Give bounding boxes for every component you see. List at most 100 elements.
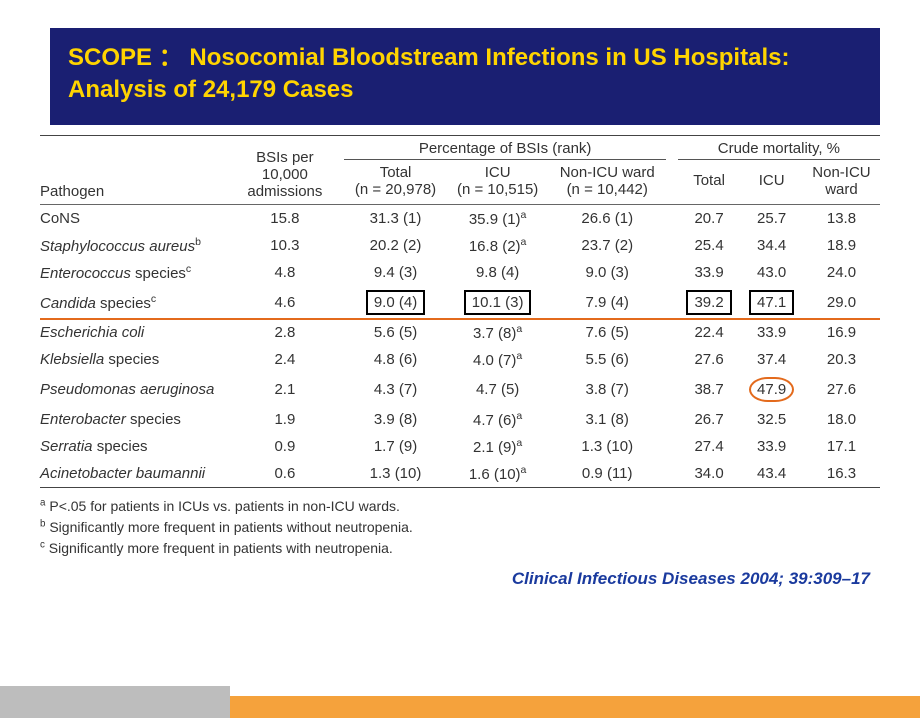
- cell: 26.6 (1): [549, 204, 666, 232]
- cell: 25.4: [678, 232, 741, 259]
- cell: 13.8: [803, 204, 880, 232]
- cell: 4.7 (5): [447, 373, 549, 406]
- cell: [332, 259, 344, 286]
- bar-orange: [230, 696, 920, 718]
- footnotes: a P<.05 for patients in ICUs vs. patient…: [40, 496, 880, 559]
- cell: 1.3 (10): [344, 460, 446, 488]
- cell: 5.5 (6): [549, 346, 666, 373]
- cell: 4.8 (6): [344, 346, 446, 373]
- cell: 23.7 (2): [549, 232, 666, 259]
- cell: 25.7: [740, 204, 803, 232]
- citation: Clinical Infectious Diseases 2004; 39:30…: [0, 569, 870, 589]
- cell: [332, 319, 344, 346]
- footnote-b: b Significantly more frequent in patient…: [40, 517, 880, 538]
- cell: 16.3: [803, 460, 880, 488]
- cell: 35.9 (1)a: [447, 204, 549, 232]
- cell: 26.7: [678, 406, 741, 433]
- cell: 33.9: [678, 259, 741, 286]
- cell: 1.9: [237, 406, 332, 433]
- table-row: Enterobacter species1.93.9 (8)4.7 (6)a3.…: [40, 406, 880, 433]
- col-bsis: BSIs per10,000admissions: [237, 135, 332, 204]
- cell: 1.6 (10)a: [447, 460, 549, 488]
- title-bar: SCOPE ： Nosocomial Bloodstream Infection…: [50, 28, 880, 125]
- footnote-a: a P<.05 for patients in ICUs vs. patient…: [40, 496, 880, 517]
- cell: 47.9: [740, 373, 803, 406]
- cell: 27.6: [803, 373, 880, 406]
- cell: 18.9: [803, 232, 880, 259]
- cell: 31.3 (1): [344, 204, 446, 232]
- cell: Escherichia coli: [40, 319, 237, 346]
- cell: 27.6: [678, 346, 741, 373]
- cell: [666, 460, 678, 488]
- cell: [666, 259, 678, 286]
- cell: 2.1: [237, 373, 332, 406]
- cell: Enterococcus speciesc: [40, 259, 237, 286]
- cell: 22.4: [678, 319, 741, 346]
- cell: 4.0 (7)a: [447, 346, 549, 373]
- cell: 32.5: [740, 406, 803, 433]
- cell: 9.0 (3): [549, 259, 666, 286]
- cell: [332, 406, 344, 433]
- cell: 5.6 (5): [344, 319, 446, 346]
- cell: 20.7: [678, 204, 741, 232]
- cell: 3.9 (8): [344, 406, 446, 433]
- cell: CoNS: [40, 204, 237, 232]
- cell: 10.3: [237, 232, 332, 259]
- col-icu-pct: ICU(n = 10,515): [447, 159, 549, 204]
- cell: 38.7: [678, 373, 741, 406]
- cell: 33.9: [740, 433, 803, 460]
- cell: 7.6 (5): [549, 319, 666, 346]
- col-total-m: Total: [678, 159, 741, 204]
- cell: 18.0: [803, 406, 880, 433]
- col-icu-m: ICU: [740, 159, 803, 204]
- cell: 2.1 (9)a: [447, 433, 549, 460]
- bottom-decorative-bar: [0, 686, 920, 718]
- cell: 0.9: [237, 433, 332, 460]
- cell: [666, 204, 678, 232]
- cell: 9.8 (4): [447, 259, 549, 286]
- cell: 10.1 (3): [447, 286, 549, 319]
- cell: [332, 460, 344, 488]
- cell: [666, 433, 678, 460]
- cell: 20.2 (2): [344, 232, 446, 259]
- cell: [666, 373, 678, 406]
- cell: Pseudomonas aeruginosa: [40, 373, 237, 406]
- pathogen-table: Pathogen BSIs per10,000admissions Percen…: [40, 135, 880, 488]
- highlight-underline: [40, 318, 880, 320]
- cell: 3.1 (8): [549, 406, 666, 433]
- cell: 1.3 (10): [549, 433, 666, 460]
- cell: 34.4: [740, 232, 803, 259]
- footnote-c: c Significantly more frequent in patient…: [40, 538, 880, 559]
- cell: 4.6: [237, 286, 332, 319]
- cell: 34.0: [678, 460, 741, 488]
- cell: 17.1: [803, 433, 880, 460]
- cell: 20.3: [803, 346, 880, 373]
- cell: 9.4 (3): [344, 259, 446, 286]
- cell: Enterobacter species: [40, 406, 237, 433]
- group-pct: Percentage of BSIs (rank): [344, 135, 665, 159]
- cell: Candida speciesc: [40, 286, 237, 319]
- table-row: Staphylococcus aureusb10.320.2 (2)16.8 (…: [40, 232, 880, 259]
- cell: 3.7 (8)a: [447, 319, 549, 346]
- cell: 16.9: [803, 319, 880, 346]
- cell: 3.8 (7): [549, 373, 666, 406]
- table-row: Enterococcus speciesc4.89.4 (3)9.8 (4)9.…: [40, 259, 880, 286]
- cell: 29.0: [803, 286, 880, 319]
- cell: 15.8: [237, 204, 332, 232]
- group-mort: Crude mortality, %: [678, 135, 880, 159]
- cell: [666, 346, 678, 373]
- cell: 7.9 (4): [549, 286, 666, 319]
- cell: 27.4: [678, 433, 741, 460]
- cell: 43.0: [740, 259, 803, 286]
- cell: 43.4: [740, 460, 803, 488]
- table-row: CoNS15.8 31.3 (1)35.9 (1)a26.6 (1) 20.725.…: [40, 204, 880, 232]
- table-row: Acinetobacter baumannii0.61.3 (10)1.6 (1…: [40, 460, 880, 488]
- cell: [332, 286, 344, 319]
- cell: 39.2: [678, 286, 741, 319]
- col-pathogen: Pathogen: [40, 135, 237, 204]
- cell: 47.1: [740, 286, 803, 319]
- cell: [666, 319, 678, 346]
- cell: [332, 346, 344, 373]
- data-table-wrap: Pathogen BSIs per10,000admissions Percen…: [40, 135, 880, 488]
- cell: 0.9 (11): [549, 460, 666, 488]
